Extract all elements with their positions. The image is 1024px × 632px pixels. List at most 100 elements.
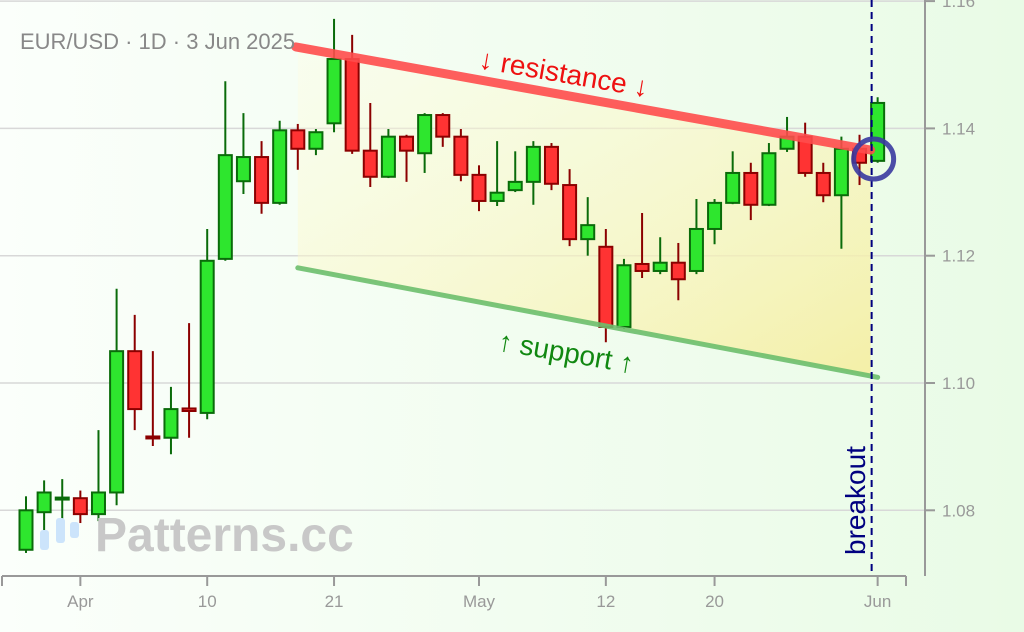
candle-body: [543, 145, 559, 185]
candle: [670, 242, 686, 301]
candle-body: [562, 184, 578, 241]
candle-body: [688, 227, 704, 272]
candle-body: [90, 491, 106, 516]
candle: [562, 169, 578, 247]
candle-body: [833, 147, 849, 197]
candle-body: [308, 131, 324, 150]
candle: [217, 81, 233, 261]
candle-body: [417, 114, 433, 155]
x-tick-label: Jun: [864, 592, 891, 611]
breakout-circle: [851, 136, 897, 182]
candle-body: [181, 407, 197, 413]
y-tick-label: 1.16: [942, 0, 975, 11]
candle-body: [761, 152, 777, 206]
candle-body: [217, 154, 233, 260]
candle-body: [380, 135, 396, 178]
breakout-label: breakout: [840, 446, 871, 555]
candle: [235, 113, 251, 194]
candle: [870, 97, 886, 163]
candle: [435, 113, 451, 147]
candle: [72, 490, 88, 524]
candle: [616, 258, 632, 329]
watermark: Patterns.cc: [95, 509, 354, 562]
candle-body: [127, 350, 143, 411]
candle: [652, 237, 668, 275]
candle: [181, 323, 197, 438]
candle: [145, 351, 161, 447]
candle-body: [272, 129, 288, 204]
candle: [707, 199, 723, 245]
candle: [598, 228, 614, 343]
candle-body: [36, 491, 52, 514]
candle-body: [815, 171, 831, 197]
candle: [290, 123, 306, 170]
candle: [743, 162, 759, 221]
candle: [507, 151, 523, 193]
candle: [326, 18, 342, 133]
candle-body: [145, 435, 161, 440]
candle-body: [580, 224, 596, 241]
candle-body: [54, 496, 70, 501]
chart-title: EUR/USD · 1D · 3 Jun 2025: [20, 29, 295, 54]
candle: [362, 102, 378, 187]
candle-body: [870, 101, 886, 162]
candle: [634, 213, 650, 278]
candle-body: [507, 180, 523, 192]
candle-body: [525, 145, 541, 183]
candle-body: [652, 261, 668, 272]
candle: [725, 151, 741, 205]
y-tick-label: 1.14: [942, 119, 975, 138]
candle: [36, 480, 52, 532]
candle-body: [109, 350, 125, 494]
candle: [380, 129, 396, 179]
watermark-logo: [40, 518, 79, 550]
candle: [543, 143, 559, 191]
x-tick-label: 10: [198, 592, 217, 611]
candle-body: [163, 408, 179, 439]
candle: [489, 141, 505, 207]
candle-body: [254, 156, 270, 204]
candle: [308, 129, 324, 156]
x-tick-label: 12: [596, 592, 615, 611]
candle: [417, 113, 433, 173]
x-tick-label: Apr: [67, 592, 94, 611]
candle-body: [362, 149, 378, 178]
candle: [580, 197, 596, 256]
candle: [18, 496, 34, 553]
candle-body: [634, 262, 650, 272]
candle: [471, 165, 487, 212]
resistance-line: [291, 42, 876, 155]
x-tick-label: May: [463, 592, 496, 611]
candle: [399, 134, 415, 182]
candle-body: [199, 259, 215, 414]
candle: [688, 199, 704, 275]
candle-body: [326, 58, 342, 125]
y-tick-label: 1.08: [942, 501, 975, 520]
y-tick-label: 1.12: [942, 247, 975, 266]
candle-body: [344, 58, 360, 152]
candle-body: [670, 261, 686, 281]
candle-body: [235, 156, 251, 183]
candle: [109, 288, 125, 506]
candle-body: [616, 264, 632, 328]
candle-body: [399, 135, 415, 152]
candle-body: [471, 173, 487, 202]
candle-body: [18, 509, 34, 551]
candle-body: [598, 245, 614, 328]
candle: [127, 314, 143, 431]
candle: [453, 129, 469, 182]
candle: [54, 479, 70, 520]
candle-body: [743, 171, 759, 206]
x-tick-label: 20: [705, 592, 724, 611]
candle: [815, 162, 831, 203]
candle: [797, 122, 813, 177]
support-line: [295, 265, 881, 380]
candle-body: [453, 135, 469, 176]
candle: [761, 143, 777, 207]
x-tick-label: 21: [325, 592, 344, 611]
candle-body: [72, 497, 88, 516]
candle: [272, 120, 288, 205]
y-tick-label: 1.10: [942, 374, 975, 393]
